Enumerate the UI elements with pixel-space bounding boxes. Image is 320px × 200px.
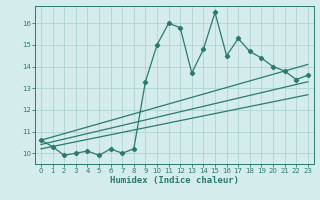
X-axis label: Humidex (Indice chaleur): Humidex (Indice chaleur) bbox=[110, 176, 239, 185]
